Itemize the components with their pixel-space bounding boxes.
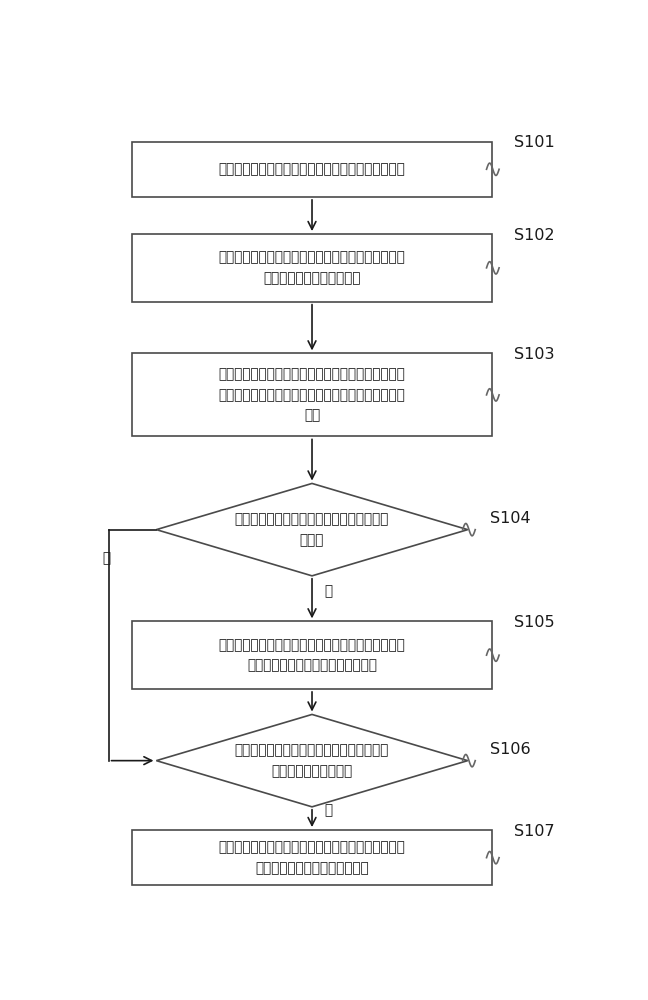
Text: 所述监测的当前机组功率是否满足机组功率
设定值: 所述监测的当前机组功率是否满足机组功率 设定值: [235, 512, 389, 547]
Text: S104: S104: [491, 511, 531, 526]
Text: 按照预先设定的方法，确定避免所述叶片失速情况下
所述当前机组功率对应的最小桨距角: 按照预先设定的方法，确定避免所述叶片失速情况下 所述当前机组功率对应的最小桨距角: [218, 638, 406, 672]
Bar: [132, 830, 492, 885]
Text: 实时监测目标变速变桨风电机组叶片的当前机组功率: 实时监测目标变速变桨风电机组叶片的当前机组功率: [218, 162, 406, 176]
Text: S102: S102: [514, 228, 555, 243]
Text: 确定不同桨距角对应的风能利用系数与尖速比曲线之
间的交点，以及交点对应的当前空气密度下的机组功
率值: 确定不同桨距角对应的风能利用系数与尖速比曲线之 间的交点，以及交点对应的当前空气…: [218, 367, 406, 422]
Text: 是: 是: [325, 804, 332, 818]
Text: 否: 否: [102, 551, 110, 565]
Text: 在不同桨距角情况下，确定目标变速变桨风电机组的
风能利用系数与尖速比曲线: 在不同桨距角情况下，确定目标变速变桨风电机组的 风能利用系数与尖速比曲线: [218, 251, 406, 285]
Text: S105: S105: [514, 615, 555, 630]
Bar: [132, 621, 492, 689]
Text: S106: S106: [491, 742, 531, 757]
Polygon shape: [156, 483, 468, 576]
Text: 是: 是: [325, 584, 332, 598]
Text: S103: S103: [514, 347, 555, 362]
Bar: [132, 353, 492, 436]
Bar: [132, 142, 492, 197]
Bar: [132, 234, 492, 302]
Text: 所述当前机组功率是否在任意相邻两个所述
机组功率设定值范围内: 所述当前机组功率是否在任意相邻两个所述 机组功率设定值范围内: [235, 743, 389, 778]
Text: S107: S107: [514, 824, 555, 839]
Text: 利用插值的方法，确定避免所述叶片失速情况下所述
当前机组功率对应的最小桨距角: 利用插值的方法，确定避免所述叶片失速情况下所述 当前机组功率对应的最小桨距角: [218, 840, 406, 875]
Polygon shape: [156, 714, 468, 807]
Text: S101: S101: [514, 135, 555, 150]
